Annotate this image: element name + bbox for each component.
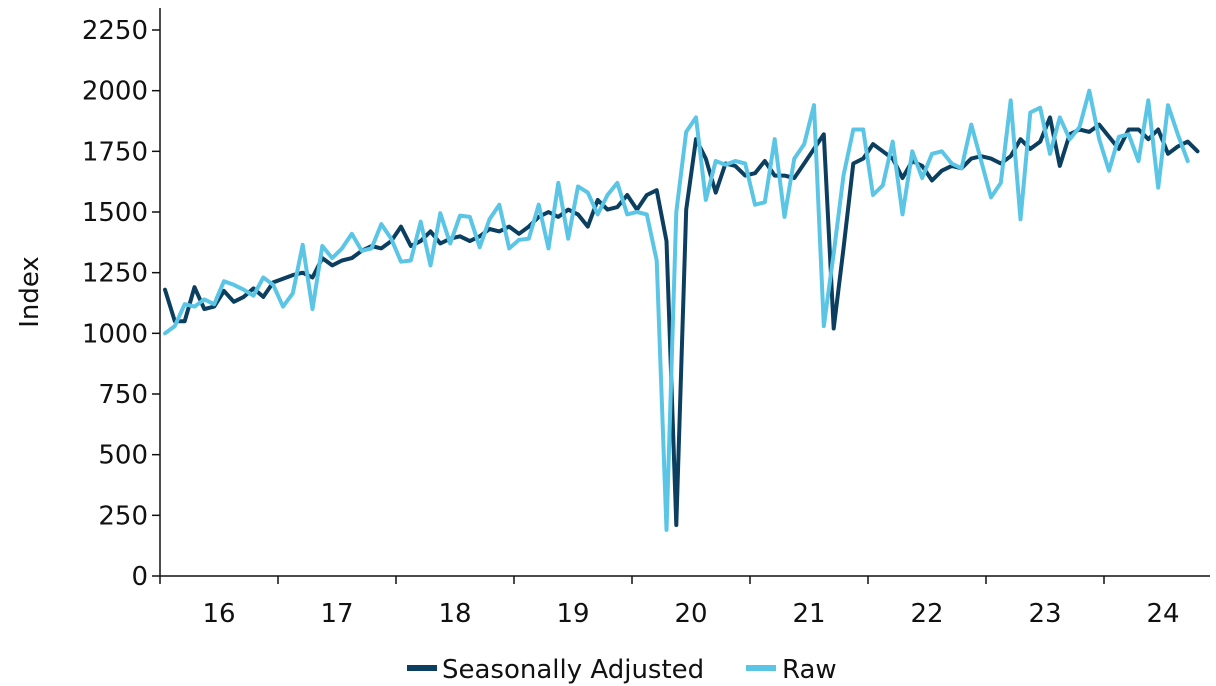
series-layer bbox=[163, 88, 1200, 532]
x-tick-label: 21 bbox=[792, 599, 825, 629]
y-axis-title: Index bbox=[15, 256, 45, 328]
y-tick-label: 1500 bbox=[82, 198, 148, 228]
x-tick-label: 23 bbox=[1028, 599, 1061, 629]
legend-label: Seasonally Adjusted bbox=[442, 655, 704, 685]
y-axis-ticks: 0 250 500 750 1000 1250 1500 1750 2000 2250 bbox=[82, 16, 160, 592]
legend: Seasonally Adjusted Raw bbox=[407, 655, 837, 685]
y-tick-label: 500 bbox=[98, 441, 148, 471]
x-tick-label: 19 bbox=[556, 599, 589, 629]
y-tick-label: 1750 bbox=[82, 137, 148, 167]
y-tick-label: 250 bbox=[98, 501, 148, 531]
y-tick-label: 2250 bbox=[82, 16, 148, 46]
y-tick-label: 1000 bbox=[82, 319, 148, 349]
y-tick-label: 1250 bbox=[82, 259, 148, 289]
x-tick-label: 20 bbox=[674, 599, 707, 629]
x-axis-ticks: 16 17 18 19 20 21 22 23 24 bbox=[159, 576, 1180, 629]
x-tick-label: 16 bbox=[202, 599, 235, 629]
series-line-raw bbox=[163, 88, 1190, 532]
x-tick-label: 18 bbox=[438, 599, 471, 629]
x-tick-label: 17 bbox=[320, 599, 353, 629]
legend-label: Raw bbox=[782, 655, 837, 685]
y-tick-label: 0 bbox=[131, 562, 148, 592]
y-tick-label: 750 bbox=[98, 380, 148, 410]
x-tick-label: 22 bbox=[910, 599, 943, 629]
y-tick-label: 2000 bbox=[82, 77, 148, 107]
x-tick-label: 24 bbox=[1146, 599, 1179, 629]
